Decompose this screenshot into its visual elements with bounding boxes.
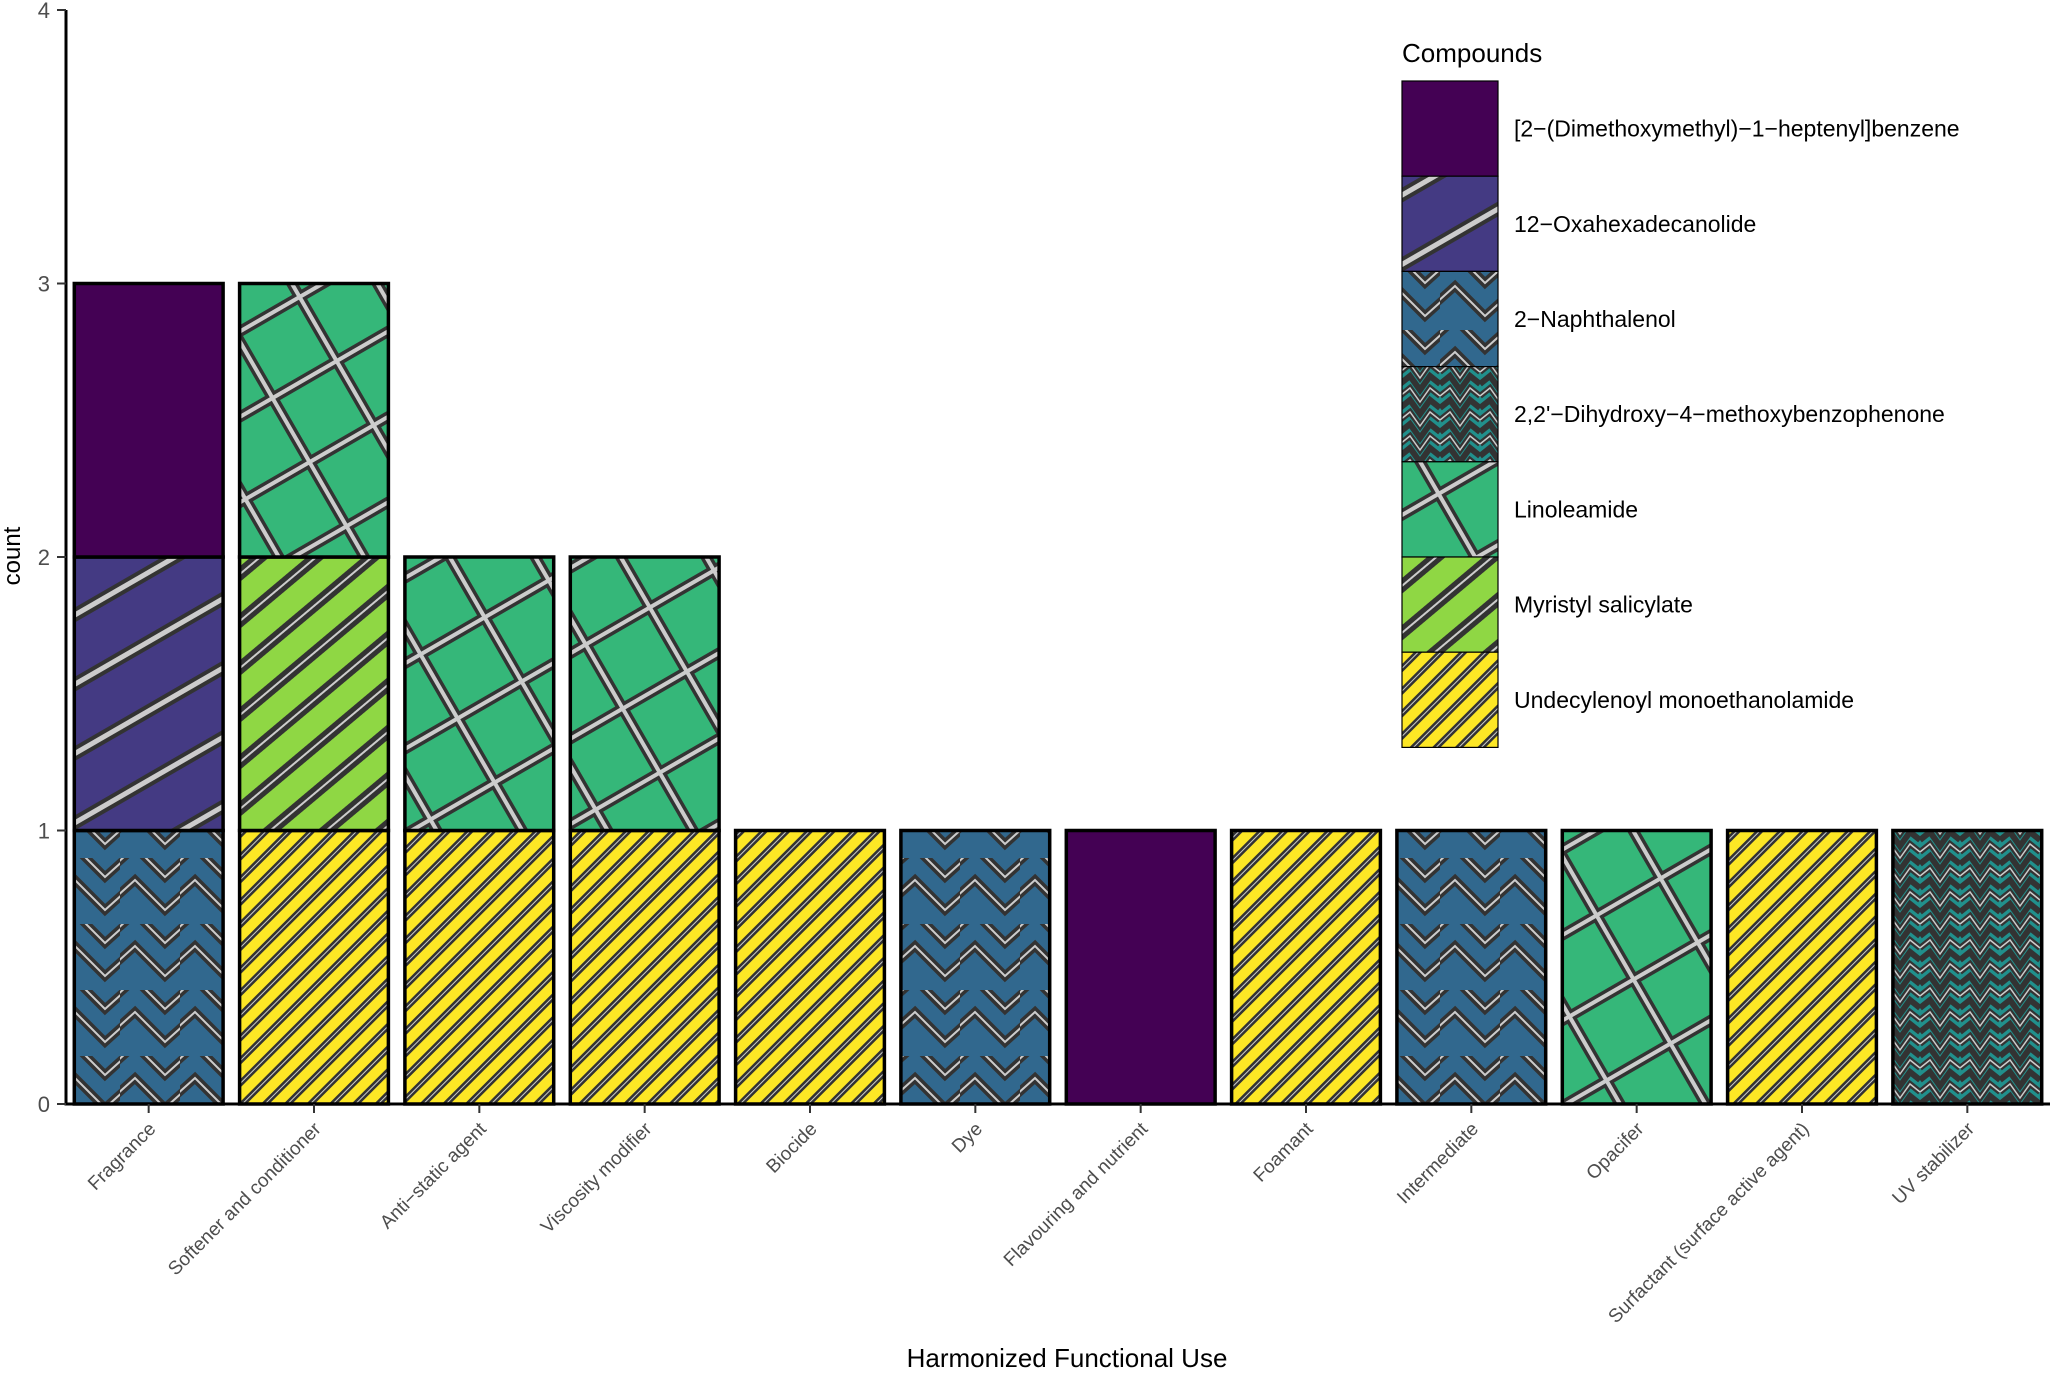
legend-label: 2,2'−Dihydroxy−4−methoxybenzophenone [1514, 401, 1945, 427]
y-tick-label: 3 [38, 272, 50, 297]
bar-segment [237, 281, 391, 559]
bar-segment [403, 555, 556, 833]
bar-segment [1560, 828, 1713, 1106]
legend-label: Myristyl salicylate [1514, 592, 1693, 618]
legend-swatch [1401, 556, 1499, 653]
bar-segment [568, 555, 721, 833]
bar-segment [403, 828, 556, 1106]
x-axis-title: Harmonized Functional Use [907, 1343, 1228, 1373]
x-tick-label: Softener and conditioner [164, 1118, 326, 1280]
bars-layer [72, 281, 2044, 1106]
legend-swatch [1401, 651, 1499, 749]
x-tick-label: Foamant [1250, 1118, 1318, 1186]
bar-segment [72, 828, 225, 1106]
x-tick-label: Opacifer [1583, 1118, 1649, 1184]
legend-label: 12−Oxahexadecanolide [1514, 211, 1756, 237]
x-tick-label: Biocide [763, 1119, 822, 1178]
x-tick-label: Surfactant (surface active agent) [1605, 1119, 1814, 1328]
bar-segment [1891, 828, 2044, 1106]
x-tick-label: Fragrance [84, 1119, 160, 1195]
y-tick-label: 2 [38, 545, 50, 570]
legend-title: Compounds [1402, 38, 1542, 68]
x-tick-label: Intermediate [1393, 1119, 1483, 1209]
bar-segment [72, 281, 225, 559]
legend-swatch [1401, 270, 1499, 368]
legend-swatch [1401, 461, 1499, 558]
bar-segment [237, 555, 391, 833]
legend-label: 2−Naphthalenol [1514, 306, 1676, 332]
legend-label: Linoleamide [1514, 496, 1638, 522]
y-tick-label: 1 [38, 819, 50, 844]
x-tick-label: Dye [948, 1119, 987, 1158]
x-tick-label: Viscosity modifier [537, 1118, 657, 1238]
bar-segment [1725, 828, 1879, 1106]
legend: Compounds [2−(Dimethoxymethyl)−1−hepteny… [1401, 38, 1960, 749]
legend-label: Undecylenoyl monoethanolamide [1514, 687, 1854, 713]
bar-segment [1064, 828, 1217, 1106]
legend-label: [2−(Dimethoxymethyl)−1−heptenyl]benzene [1514, 116, 1960, 142]
bar-segment [899, 828, 1052, 1106]
x-tick-label: Flavouring and nutrient [1000, 1118, 1153, 1271]
legend-swatch [1401, 366, 1499, 463]
legend-swatch [1401, 80, 1499, 177]
bar-segment [733, 828, 887, 1106]
y-tick-label: 4 [38, 0, 50, 23]
x-tick-label: Anti−static agent [376, 1118, 491, 1233]
legend-swatch [1401, 175, 1499, 272]
x-tick-label: UV stabilizer [1889, 1118, 1980, 1209]
bar-segment [568, 828, 721, 1106]
bar-segment [237, 828, 391, 1106]
y-axis-title: count [0, 526, 26, 585]
bar-segment [72, 555, 225, 833]
bar-segment [1229, 828, 1383, 1106]
y-tick-label: 0 [38, 1092, 50, 1117]
bar-segment [1395, 828, 1548, 1106]
